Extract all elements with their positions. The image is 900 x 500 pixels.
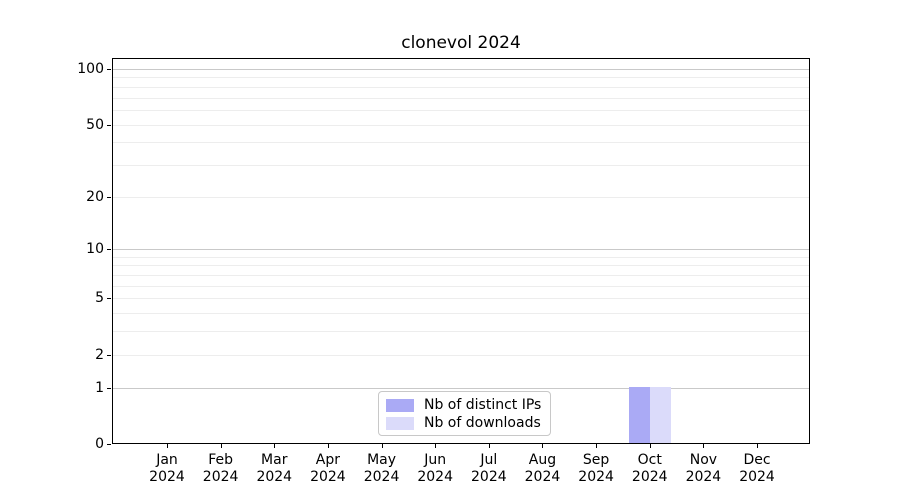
x-tick: [703, 444, 705, 448]
legend: Nb of distinct IPs Nb of downloads: [378, 391, 551, 436]
x-tick: [381, 444, 383, 448]
x-tick-label: Jul 2024: [471, 452, 507, 485]
x-tick: [757, 444, 759, 448]
x-tick-label: Nov 2024: [685, 452, 722, 485]
x-tick-label: Sep 2024: [578, 452, 614, 485]
gridline-minor: [113, 298, 809, 300]
gridline-minor: [113, 97, 809, 99]
gridline-minor: [113, 354, 809, 356]
y-tick-label: 50: [86, 116, 104, 133]
x-tick: [435, 444, 437, 448]
legend-label-downloads: Nb of downloads: [424, 415, 541, 431]
y-tick-label: 1: [95, 379, 104, 396]
gridline-minor: [113, 164, 809, 166]
x-tick-label: Dec 2024: [739, 452, 775, 485]
gridline-minor: [113, 313, 809, 315]
y-tick: [107, 298, 111, 300]
x-tick: [542, 444, 544, 448]
x-tick: [327, 444, 329, 448]
gridline-minor: [113, 285, 809, 287]
y-tick: [107, 124, 111, 126]
x-tick-label: May 2024: [363, 452, 400, 485]
gridline-minor: [113, 142, 809, 144]
legend-item-distinct-ips: Nb of distinct IPs: [386, 396, 550, 414]
y-tick-label: 5: [95, 290, 104, 307]
gridline-minor: [113, 256, 809, 258]
gridline-minor: [113, 124, 809, 126]
y-tick: [107, 444, 111, 445]
gridline-major: [113, 249, 809, 251]
x-tick-label: Jan 2024: [149, 452, 185, 485]
legend-swatch-downloads: [386, 416, 414, 430]
y-tick-label: 10: [86, 241, 104, 258]
gridline-minor: [113, 265, 809, 267]
y-tick-label: 20: [86, 188, 104, 205]
y-tick-label: 2: [95, 346, 104, 363]
gridline-minor: [113, 275, 809, 277]
y-tick: [107, 69, 111, 70]
gridline-minor: [113, 196, 809, 198]
gridline-minor: [113, 109, 809, 111]
chart-title: clonevol 2024: [401, 33, 521, 53]
y-tick: [107, 196, 111, 198]
y-tick: [107, 387, 111, 389]
x-tick: [220, 444, 222, 448]
gridline-major: [113, 387, 809, 389]
gridline-minor: [113, 86, 809, 88]
x-tick: [274, 444, 276, 448]
gridline-major: [113, 69, 809, 70]
x-tick-label: Feb 2024: [202, 452, 239, 485]
gridline-minor: [113, 77, 809, 79]
legend-label-distinct-ips: Nb of distinct IPs: [424, 397, 542, 413]
y-tick: [107, 249, 111, 251]
legend-swatch-distinct-ips: [386, 398, 414, 412]
y-tick-label: 100: [77, 61, 104, 77]
y-tick-label: 0: [95, 436, 104, 452]
x-tick-label: Apr 2024: [310, 452, 346, 485]
legend-item-downloads: Nb of downloads: [386, 414, 550, 432]
bar-distinct-ips: [628, 386, 650, 443]
gridline-minor: [113, 331, 809, 333]
x-tick-label: Mar 2024: [256, 452, 293, 485]
x-tick: [649, 444, 651, 448]
x-tick: [596, 444, 598, 448]
x-tick: [488, 444, 490, 448]
plot-area: [112, 58, 810, 444]
y-tick: [107, 354, 111, 356]
bar-downloads: [649, 386, 671, 443]
x-tick-label: Oct 2024: [631, 452, 668, 485]
x-tick: [167, 444, 168, 448]
x-tick-label: Aug 2024: [524, 452, 561, 485]
x-tick-label: Jun 2024: [417, 452, 453, 485]
